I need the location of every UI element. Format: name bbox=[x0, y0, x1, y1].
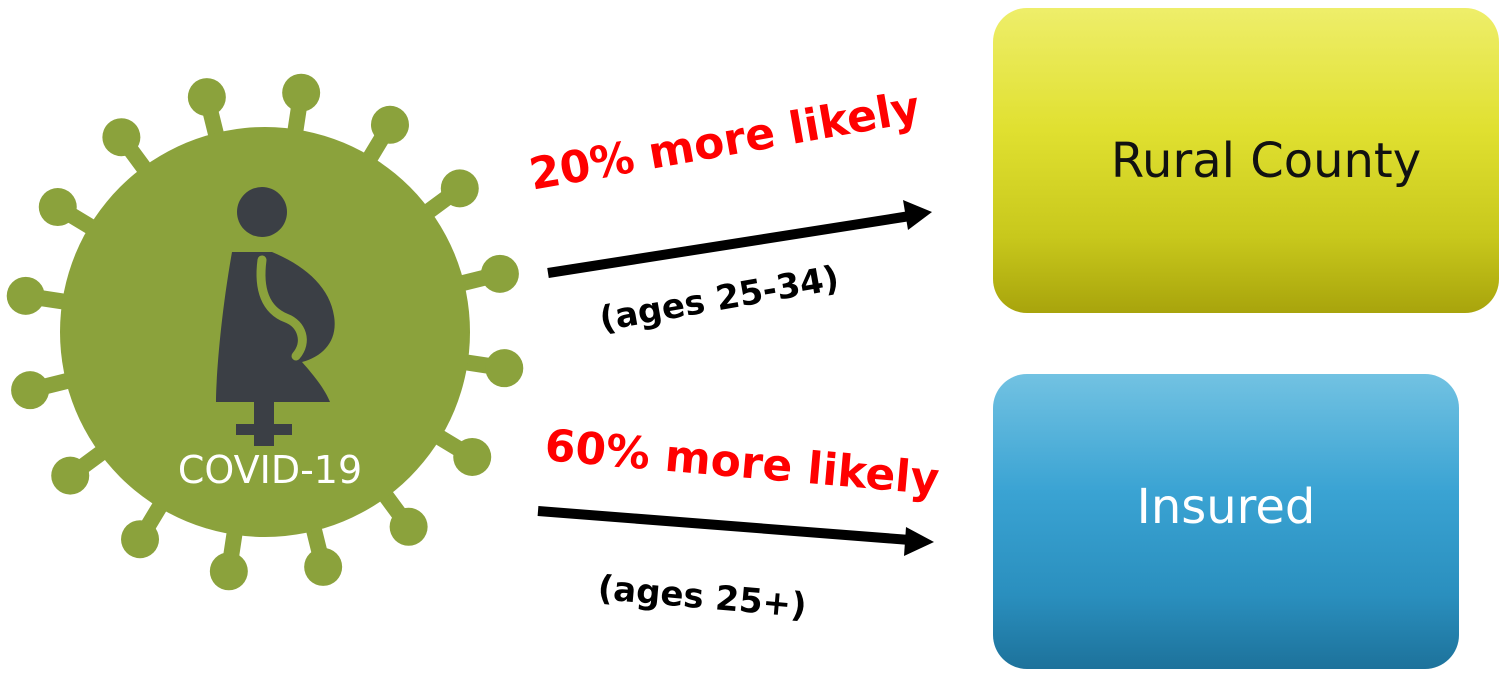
insured-label: Insured bbox=[1136, 478, 1316, 535]
virus-icon bbox=[6, 73, 524, 591]
pregnant-woman-icon bbox=[216, 187, 335, 446]
virus-label: COVID-19 bbox=[177, 448, 363, 492]
arrow-insured bbox=[537, 506, 934, 556]
rural-county-label: Rural County bbox=[1110, 132, 1422, 189]
rural-county-box: Rural County bbox=[993, 8, 1499, 313]
arrows-layer bbox=[537, 200, 934, 556]
insured-box: Insured bbox=[993, 374, 1459, 669]
arrow-rural bbox=[547, 200, 932, 278]
